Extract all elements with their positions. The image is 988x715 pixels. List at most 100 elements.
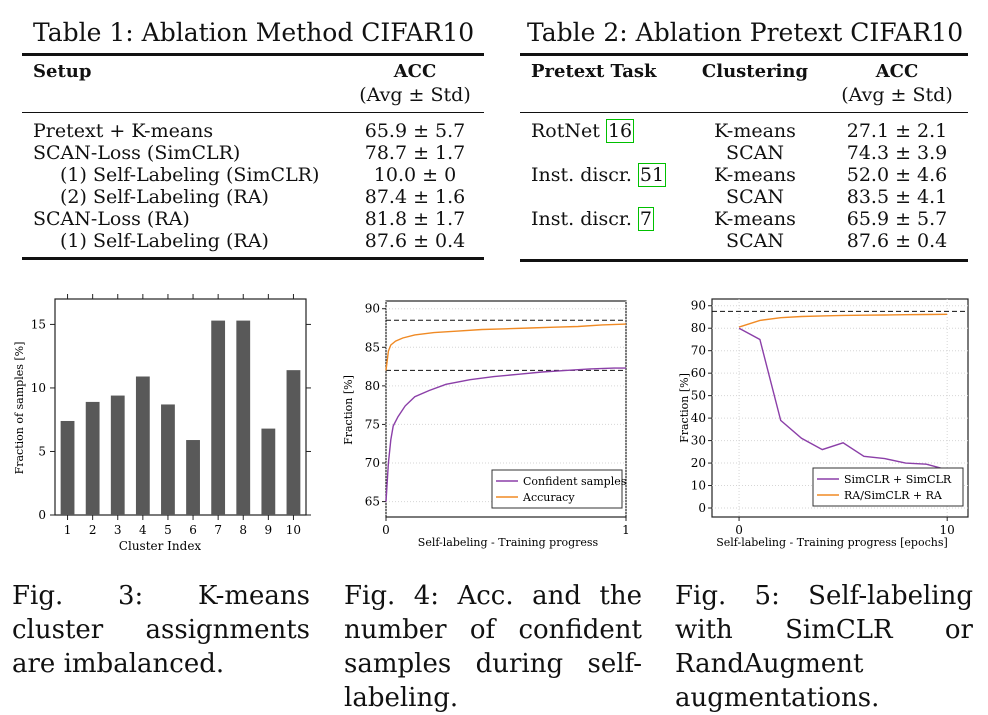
- x-tick-label: 5: [164, 523, 172, 537]
- x-tick-label: 0: [735, 523, 743, 537]
- table-2-row-acc: 74.3 ± 3.9: [846, 142, 948, 164]
- table-1-top-rule: [22, 53, 484, 56]
- table-1-row-acc: 87.6 ± 0.4: [364, 230, 466, 252]
- fig-3-chart: 1 2 3 4 5 6 7 8 9 10 0 5 10 15 Cluster Index Fraction…: [13, 294, 311, 553]
- table-1-row-label: (1) Self-Labeling (RA): [60, 230, 269, 252]
- table-2-header-acc: ACC: [875, 61, 919, 82]
- table-2-row-clustering: K-means: [714, 120, 796, 142]
- bar: [286, 370, 301, 515]
- x-tick-label: 6: [189, 523, 197, 537]
- table-1-row-label: (1) Self-Labeling (SimCLR): [60, 164, 320, 186]
- series-line-2: [385, 323, 627, 371]
- bar: [110, 395, 125, 515]
- table-1-row-label: SCAN-Loss (RA): [33, 208, 190, 230]
- table-2-header-acc-sub: (Avg ± Std): [841, 84, 953, 106]
- y-tick-label: 15: [31, 317, 46, 331]
- table-1-bottom-rule: [22, 257, 484, 260]
- table-2-bottom-rule: [520, 259, 968, 262]
- x-tick-label: 4: [139, 523, 147, 537]
- table-1-row-label: SCAN-Loss (SimCLR): [33, 142, 241, 164]
- table-2-row-acc: 83.5 ± 4.1: [846, 186, 948, 208]
- table-1-row-label: (2) Self-Labeling (RA): [60, 186, 269, 208]
- table-2-row-acc: 52.0 ± 4.6: [846, 164, 948, 186]
- citation-link[interactable]: 7: [637, 207, 655, 231]
- y-tick-label: 30: [691, 434, 706, 448]
- y-tick-label: 90: [365, 302, 380, 316]
- fig-3-caption: Fig. 3: K-means cluster assignments are …: [12, 581, 310, 679]
- table-1-header-setup: Setup: [33, 61, 92, 82]
- table-2-row-task: Inst. discr. 51: [531, 163, 667, 187]
- bar: [186, 440, 200, 515]
- table-1-row-acc: 65.9 ± 5.7: [364, 120, 466, 142]
- legend-box: [812, 467, 964, 507]
- table-1-row-acc: 10.0 ± 0: [373, 164, 457, 186]
- table-2-row-clustering: K-means: [714, 164, 796, 186]
- y-tick-label: 50: [691, 389, 706, 403]
- table-1-row-acc: 81.8 ± 1.7: [364, 208, 466, 230]
- pretext-task-name: Inst. discr.: [531, 164, 632, 186]
- series-line-1: [738, 327, 948, 471]
- fig-5-chart: 0 10 20 30 40 50 60 70 80 90 0 10 SimCLR + SimCLR R…: [678, 298, 969, 549]
- citation-link[interactable]: 51: [637, 163, 667, 187]
- plot-frame: [711, 298, 969, 518]
- pretext-task-name: RotNet: [531, 120, 600, 142]
- y-tick-label: 0: [698, 501, 706, 515]
- legend-label: SimCLR + SimCLR: [844, 473, 952, 486]
- bar: [135, 376, 150, 515]
- y-axis-label: Fraction [%]: [342, 375, 355, 445]
- bar: [211, 320, 226, 515]
- table-2-row-clustering: SCAN: [726, 186, 784, 208]
- y-tick-label: 70: [365, 456, 380, 470]
- table-1-header-acc: ACC: [393, 61, 437, 82]
- legend-label: Accuracy: [522, 491, 575, 504]
- bar: [261, 428, 276, 515]
- fig-4-caption: Fig. 4: Acc. and the number of confident…: [344, 581, 642, 713]
- fig-5-caption: Fig. 5: Self-labeling with SimCLR or Ran…: [675, 581, 973, 713]
- legend-label: RA/SimCLR + RA: [844, 489, 943, 502]
- y-tick-label: 90: [691, 299, 706, 313]
- table-1-row-acc: 87.4 ± 1.6: [364, 186, 466, 208]
- y-axis-label: Fraction of samples [%]: [13, 342, 26, 475]
- x-tick-label: 3: [114, 523, 122, 537]
- citation-link[interactable]: 16: [605, 119, 635, 143]
- x-tick-label: 7: [214, 523, 222, 537]
- x-tick-label: 9: [265, 523, 273, 537]
- table-1-row-label: Pretext + K-means: [33, 120, 214, 142]
- y-tick-label: 70: [691, 344, 706, 358]
- x-axis-label: Cluster Index: [119, 539, 202, 553]
- x-tick-label: 0: [382, 523, 390, 537]
- table-1-header-acc-sub: (Avg ± Std): [359, 84, 471, 106]
- y-tick-label: 75: [365, 417, 380, 431]
- fig-4-chart: 65 70 75 80 85 90 0 1 Confident samples Accurac…: [342, 300, 630, 549]
- x-axis-label: Self-labeling - Training progress [epoch…: [716, 536, 948, 549]
- series-line-2: [738, 313, 948, 328]
- table-2-top-rule: [520, 53, 968, 56]
- table-2-mid-rule: [520, 112, 968, 113]
- y-tick-label: 10: [31, 381, 46, 395]
- x-tick-label: 1: [64, 523, 72, 537]
- legend-box: [491, 469, 623, 509]
- y-tick-label: 0: [38, 508, 46, 522]
- table-2-row-task: RotNet 16: [531, 119, 635, 143]
- table-1-mid-rule: [22, 112, 484, 113]
- bar: [60, 420, 75, 515]
- y-tick-label: 80: [365, 379, 380, 393]
- legend: Confident samples Accuracy: [491, 469, 627, 509]
- legend-label: Confident samples: [523, 475, 627, 488]
- series-line-1: [385, 367, 626, 502]
- legend: SimCLR + SimCLR RA/SimCLR + RA: [812, 467, 964, 507]
- bar: [161, 404, 175, 515]
- table-2-header-task: Pretext Task: [531, 61, 657, 82]
- y-tick-label: 80: [691, 321, 706, 335]
- x-tick-label: 10: [940, 523, 955, 537]
- table-2-header-clustering: Clustering: [701, 61, 809, 82]
- pretext-task-name: Inst. discr.: [531, 208, 632, 230]
- bar: [236, 320, 251, 515]
- x-tick-label: 8: [239, 523, 247, 537]
- table-2-row-acc: 65.9 ± 5.7: [846, 208, 948, 230]
- plot-frame: [54, 298, 307, 516]
- y-tick-label: 20: [691, 456, 706, 470]
- y-tick-label: 65: [365, 495, 380, 509]
- table-2-row-clustering: SCAN: [726, 142, 784, 164]
- y-tick-label: 5: [38, 444, 46, 458]
